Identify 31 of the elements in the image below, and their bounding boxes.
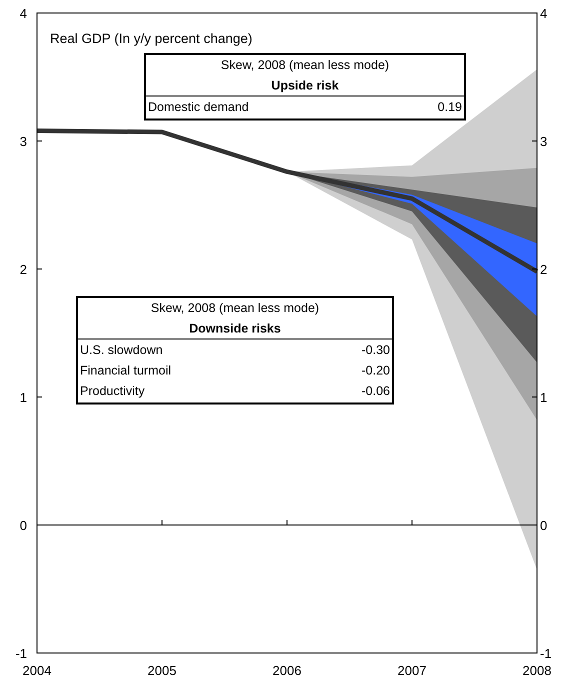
y2-tick-label: -1 — [540, 646, 552, 661]
x-tick-label: 2007 — [398, 663, 426, 678]
annotation: 0.19 — [438, 100, 462, 114]
annotation: -0.20 — [362, 364, 390, 378]
y-tick-label: -1 — [15, 646, 27, 661]
text: Real GDP (In y/y percent change) — [50, 31, 252, 46]
y2-tick-label: 3 — [540, 134, 548, 149]
annotation: Financial turmoil — [80, 364, 172, 378]
annotation: Domestic demand — [148, 100, 249, 114]
y2-tick-label: 1 — [540, 390, 548, 405]
annotation: Downside risks — [189, 322, 281, 336]
y-tick-label: 1 — [20, 390, 27, 405]
line-series — [34, 128, 540, 274]
annotation: -0.06 — [362, 384, 390, 398]
annotation: U.S. slowdown — [80, 343, 163, 357]
y-tick-label: 0 — [20, 518, 27, 533]
annotation: Upside risk — [271, 78, 339, 92]
x-tick-label: 2005 — [148, 663, 176, 678]
y-tick-label: 2 — [20, 262, 27, 277]
y2-tick-label: 2 — [540, 262, 548, 277]
annotation: Skew, 2008 (mean less mode) — [150, 301, 320, 315]
y2-tick-label: 0 — [540, 518, 548, 533]
y2-tick-label: 4 — [540, 6, 548, 21]
x-tick-label: 2006 — [272, 663, 302, 678]
annotation: Productivity — [80, 384, 146, 398]
annotation: Skew, 2008 (mean less mode) — [220, 58, 390, 72]
x-tick-label: 2008 — [522, 663, 552, 678]
annotation: -0.30 — [362, 343, 390, 357]
y-tick-label: 3 — [20, 134, 27, 149]
y-tick-label: 4 — [20, 6, 27, 21]
x-tick-label: 2004 — [22, 663, 52, 678]
